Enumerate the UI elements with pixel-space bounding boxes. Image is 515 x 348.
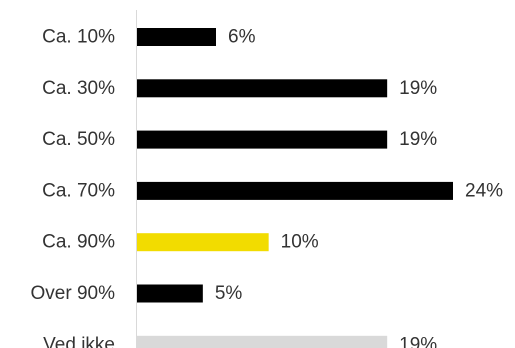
category-labels-group: Ca. 10% Ca. 30% Ca. 50% Ca. 70% Ca. 90% Over … [31, 27, 116, 348]
bars-group [137, 28, 453, 348]
bar [137, 233, 269, 252]
category-label: Over 90% [31, 283, 116, 304]
value-labels-group: 6% 19% 19% 24% 10% 5% 19% [215, 27, 503, 348]
bar [137, 28, 216, 46]
category-label: Ved ikke [43, 334, 115, 348]
value-label: 19% [399, 129, 437, 150]
bar [137, 130, 388, 149]
bar [137, 181, 453, 200]
category-label: Ca. 10% [42, 27, 115, 48]
value-label: 19% [399, 78, 437, 99]
category-label: Ca. 30% [42, 78, 115, 99]
bar [137, 79, 388, 98]
value-label: 19% [399, 334, 437, 348]
bar [137, 284, 203, 303]
category-label: Ca. 70% [42, 180, 115, 201]
value-label: 6% [228, 27, 256, 48]
value-label: 24% [465, 180, 503, 201]
category-label: Ca. 90% [42, 232, 115, 253]
category-label: Ca. 50% [42, 129, 115, 150]
value-label: 5% [215, 283, 243, 304]
value-label: 10% [281, 232, 319, 253]
bar [137, 335, 388, 348]
